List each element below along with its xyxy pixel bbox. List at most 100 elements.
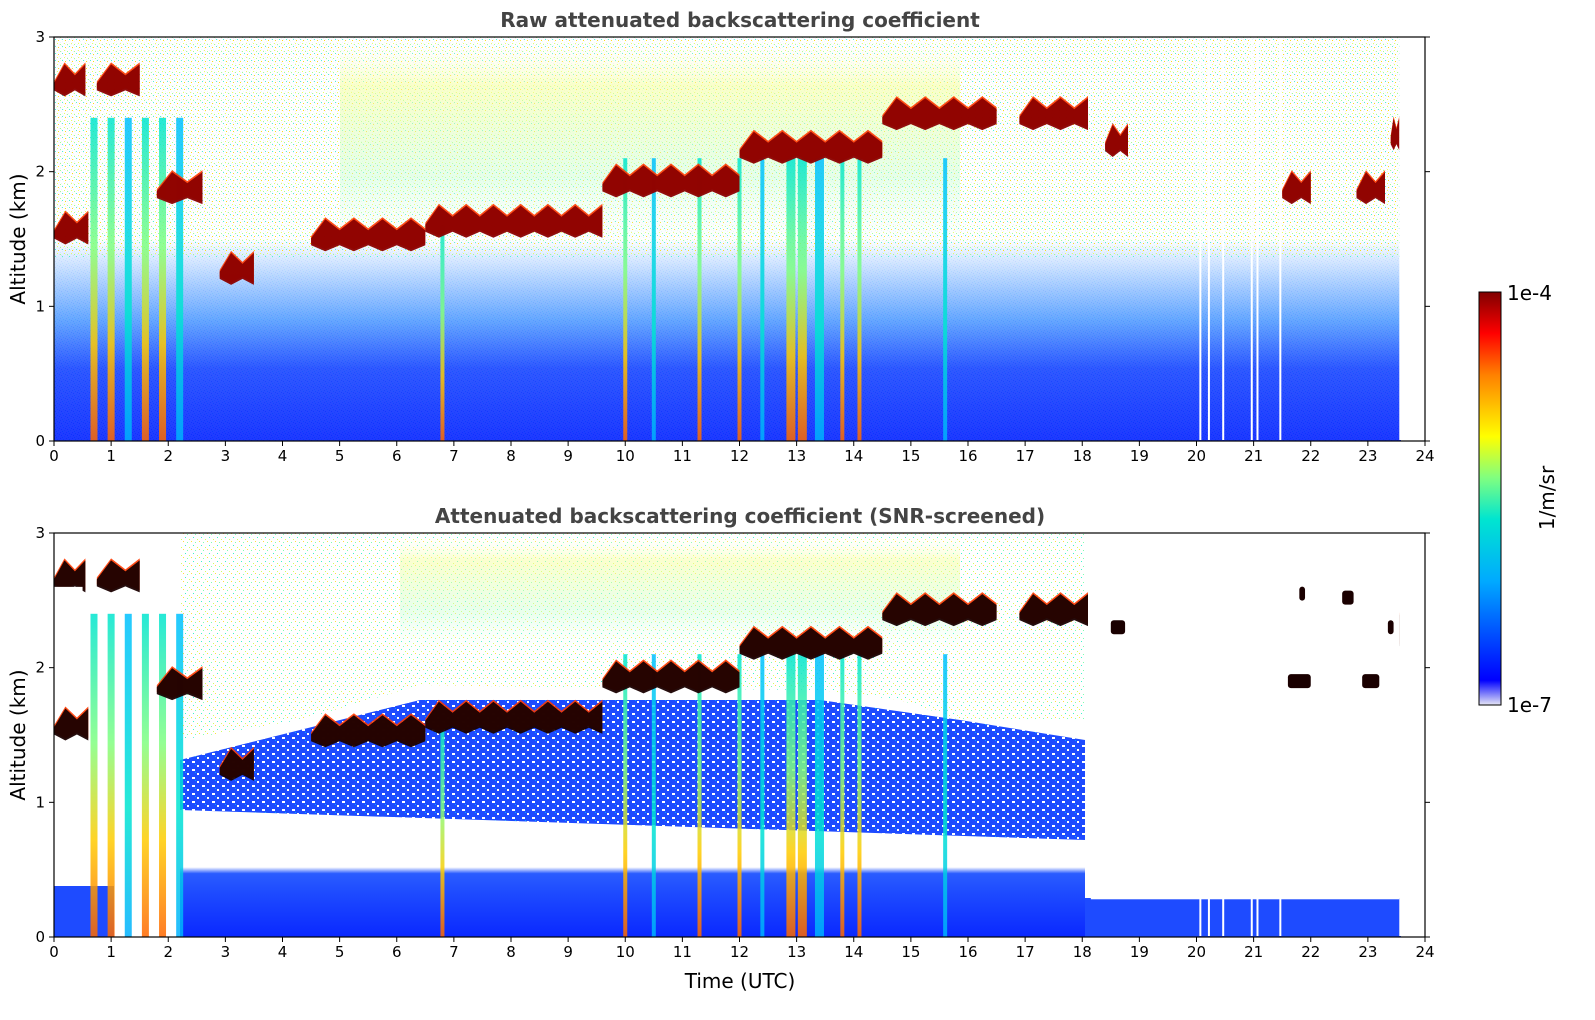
top-panel-title: Raw attenuated backscattering coefficien… xyxy=(500,8,980,32)
top-panel: Raw attenuated backscattering coefficien… xyxy=(6,8,1435,465)
top-cloud-layers xyxy=(54,62,1400,285)
x-tick-label: 19 xyxy=(1130,943,1149,961)
cloud-layer xyxy=(96,64,140,97)
x-tick-label: 12 xyxy=(730,447,749,465)
x-tick-label: 0 xyxy=(49,943,59,961)
cloud-layer xyxy=(602,661,740,694)
bottom-x-axis: 0 1 2 3 4 5 6 7 8 9 10 11 12 13 14 15 16 17 18 19 20 21 22 23 24 xyxy=(49,937,1435,961)
x-tick-label: 10 xyxy=(616,943,635,961)
cloud-layer xyxy=(602,165,740,198)
x-tick-label: 24 xyxy=(1415,943,1434,961)
rain-shaft xyxy=(943,654,948,937)
dropout-stripe xyxy=(1207,38,1210,440)
cloud-layer xyxy=(739,627,883,660)
x-tick-label: 15 xyxy=(901,943,920,961)
cloud-layer xyxy=(54,560,86,593)
x-tick-label: 6 xyxy=(392,943,402,961)
x-tick-label: 1 xyxy=(106,447,116,465)
cloud-layer xyxy=(54,708,89,741)
bottom-x-axis-label: Time (UTC) xyxy=(684,969,796,993)
rain-shaft xyxy=(697,158,702,441)
bottom-low-layer-left xyxy=(54,886,114,937)
rain-shaft xyxy=(107,117,115,442)
x-tick-label: 8 xyxy=(506,447,516,465)
rain-shaft xyxy=(651,158,656,441)
x-tick-label: 18 xyxy=(1073,943,1092,961)
x-tick-label: 4 xyxy=(278,447,288,465)
bottom-y-axis-label: Altitude (km) xyxy=(6,669,30,800)
cloud-layer xyxy=(54,64,86,97)
isolated-cloud xyxy=(1287,674,1311,689)
x-tick-label: 20 xyxy=(1187,447,1206,465)
rain-shaft xyxy=(797,654,807,937)
cloud-layer xyxy=(311,219,426,252)
x-tick-label: 11 xyxy=(673,943,692,961)
x-tick-label: 5 xyxy=(335,943,345,961)
cloud-layer xyxy=(1019,98,1088,131)
x-tick-label: 2 xyxy=(163,943,173,961)
top-heatmap-fog xyxy=(340,37,960,441)
rain-shaft xyxy=(697,654,702,937)
rain-shaft xyxy=(623,654,628,937)
x-tick-label: 3 xyxy=(221,447,231,465)
y-tick-label: 1 xyxy=(35,297,45,315)
rain-shaft xyxy=(797,158,807,441)
rain-shaft xyxy=(737,654,742,937)
rain-shaft xyxy=(943,158,948,441)
no-data-region xyxy=(1399,534,1424,936)
rain-shaft xyxy=(124,117,132,442)
rain-shaft xyxy=(623,158,628,441)
x-tick-label: 10 xyxy=(616,447,635,465)
x-tick-label: 19 xyxy=(1130,447,1149,465)
x-tick-label: 7 xyxy=(449,943,459,961)
x-tick-label: 14 xyxy=(844,447,863,465)
rain-shaft xyxy=(840,158,845,441)
cloud-layer xyxy=(54,212,89,245)
rain-shaft xyxy=(159,613,167,937)
cloud-layer xyxy=(96,560,140,593)
dropout-stripe xyxy=(1256,38,1259,440)
colorbar-gradient xyxy=(1478,291,1502,706)
cloud-layer xyxy=(739,131,883,164)
rain-shaft xyxy=(141,117,149,442)
rain-shaft xyxy=(124,613,132,937)
no-data-region xyxy=(1399,38,1424,440)
top-data-gaps xyxy=(1199,38,1424,440)
rain-shaft xyxy=(840,654,845,937)
dropout-stripe xyxy=(1222,38,1225,440)
colorbar-unit-label: 1/m/sr xyxy=(1535,465,1559,530)
top-y-axis-label: Altitude (km) xyxy=(6,173,30,304)
x-tick-label: 17 xyxy=(1016,447,1035,465)
x-tick-label: 22 xyxy=(1301,943,1320,961)
isolated-cloud xyxy=(1387,620,1394,635)
cloud-layer xyxy=(156,668,203,701)
cloud-layer xyxy=(1282,172,1311,205)
x-tick-label: 23 xyxy=(1358,943,1377,961)
x-tick-label: 8 xyxy=(506,943,516,961)
y-tick-label: 2 xyxy=(35,659,45,677)
rain-shaft xyxy=(107,613,115,937)
rain-shaft xyxy=(141,613,149,937)
y-tick-label: 0 xyxy=(35,432,45,450)
rain-shaft xyxy=(857,654,862,937)
dropout-stripe xyxy=(1250,38,1253,440)
cloud-layer xyxy=(311,715,426,748)
x-tick-label: 16 xyxy=(958,943,977,961)
x-tick-label: 21 xyxy=(1244,447,1263,465)
y-tick-label: 2 xyxy=(35,163,45,181)
rain-shaft xyxy=(440,225,445,441)
x-tick-label: 20 xyxy=(1187,943,1206,961)
x-tick-label: 23 xyxy=(1358,447,1377,465)
rain-shaft xyxy=(814,654,824,937)
bottom-panel-title: Attenuated backscattering coefficient (S… xyxy=(435,504,1045,528)
cloud-layer xyxy=(1390,118,1400,151)
cloud-layer xyxy=(1019,594,1088,627)
x-tick-label: 4 xyxy=(278,943,288,961)
screened-clear-region xyxy=(1090,534,1400,900)
bottom-data-gaps xyxy=(55,534,1424,936)
x-tick-label: 7 xyxy=(449,447,459,465)
rain-shaft xyxy=(814,158,824,441)
x-tick-label: 13 xyxy=(787,447,806,465)
top-y-axis: 0 1 2 3 xyxy=(35,28,1430,450)
